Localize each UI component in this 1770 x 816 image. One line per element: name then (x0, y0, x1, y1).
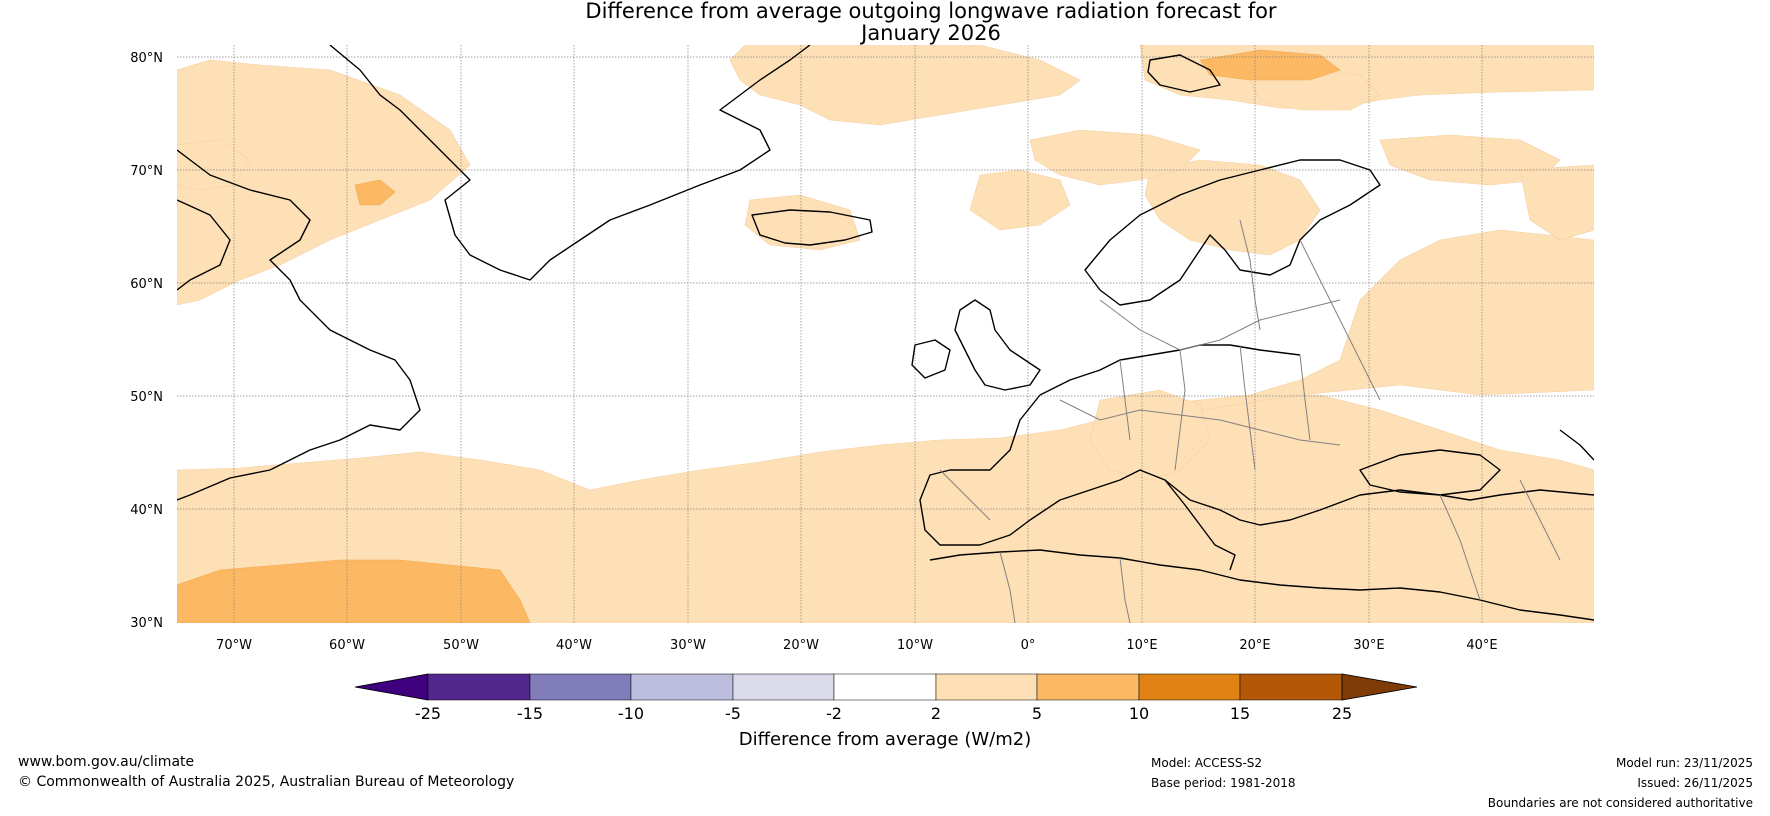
lon-label: 10°W (897, 638, 933, 653)
greenland-coast (329, 45, 811, 281)
colorbar-segment (529, 673, 632, 701)
lon-label: 0° (1021, 638, 1036, 653)
colorbar-segment (1138, 673, 1241, 701)
lon-label: 10°E (1126, 638, 1157, 653)
great-britain-coast (954, 299, 1041, 391)
lon-label: 20°W (783, 638, 819, 653)
national-borders (939, 219, 1561, 623)
colorbar-segment (732, 673, 835, 701)
base-period-label: Base period: 1981-2018 (1151, 776, 1296, 790)
lon-label: 40°W (556, 638, 592, 653)
lat-label: 60°N (130, 277, 163, 292)
lat-label: 40°N (130, 503, 163, 518)
colorbar-segment (630, 673, 734, 701)
italy-coast (1164, 479, 1236, 571)
map-plot-area (177, 45, 1594, 623)
lon-label: 20°E (1239, 638, 1270, 653)
lon-label: 70°W (216, 638, 252, 653)
lon-label: 30°E (1353, 638, 1384, 653)
north-america-coast (177, 149, 421, 501)
longitude-labels: 70°W 60°W 50°W 40°W 30°W 20°W 10°W 0° 10… (216, 638, 1498, 653)
svalbard-coast (1147, 54, 1221, 93)
coastlines (177, 45, 1594, 621)
black-sea-coast (1359, 449, 1501, 496)
colorbar-tick-label: 10 (1129, 704, 1149, 723)
lon-label: 40°E (1466, 638, 1497, 653)
website-link[interactable]: www.bom.gov.au/climate (18, 754, 195, 770)
scandinavia-coast (1084, 159, 1381, 306)
map-title-line-2: January 2026 (861, 21, 1001, 45)
colorbar-tick-label: -15 (517, 704, 543, 723)
model-run-label: Model run: 23/11/2025 (1615, 756, 1753, 770)
copyright-text: © Commonwealth of Australia 2025, Austra… (18, 774, 515, 790)
lat-label: 80°N (130, 51, 163, 66)
graticule-lines (177, 45, 1594, 623)
colorbar-segment (935, 673, 1038, 701)
colorbar-tick-label: -5 (725, 704, 741, 723)
colorbar-tick-label: -25 (415, 704, 441, 723)
colorbar-segment (1036, 673, 1140, 701)
caspian-coast (1559, 429, 1594, 461)
colorbar-tick-label: -10 (618, 704, 644, 723)
lat-label: 50°N (130, 390, 163, 405)
colorbar-tick-label: 25 (1332, 704, 1352, 723)
anomaly-5-to-10-regions (177, 49, 1341, 623)
iceland-coast (751, 209, 873, 246)
latitude-labels: 80°N 70°N 60°N 50°N 40°N 30°N (130, 51, 163, 631)
colorbar-extend-min-arrow (354, 673, 429, 701)
colorbar-tick-label: 2 (931, 704, 941, 723)
colorbar-extend-max-arrow (1341, 673, 1418, 701)
colorbar-tick-label: -2 (826, 704, 842, 723)
baffin-coast (177, 199, 231, 291)
north-africa-coast (929, 549, 1594, 621)
mediterranean-north-coast (919, 394, 1594, 546)
europe-north-coast (1039, 344, 1301, 396)
lon-label: 60°W (329, 638, 365, 653)
lat-label: 30°N (130, 616, 163, 631)
lon-label: 30°W (670, 638, 706, 653)
colorbar-tick-label: 15 (1230, 704, 1250, 723)
map-title-line-1: Difference from average outgoing longwav… (585, 0, 1277, 23)
colorbar-title: Difference from average (W/m2) (738, 729, 1032, 750)
issued-label: Issued: 26/11/2025 (1637, 776, 1753, 790)
lat-label: 70°N (130, 164, 163, 179)
lon-label: 50°W (443, 638, 479, 653)
colorbar-segment (1239, 673, 1343, 701)
model-label: Model: ACCESS-S2 (1151, 756, 1263, 770)
ireland-coast (911, 339, 951, 379)
colorbar-segment (833, 673, 937, 701)
colorbar: -25 -15 -10 -5 -2 2 5 10 15 25 (354, 673, 1418, 723)
colorbar-segment (427, 673, 531, 701)
disclaimer-text: Boundaries are not considered authoritat… (1487, 796, 1753, 810)
colorbar-tick-label: 5 (1032, 704, 1042, 723)
